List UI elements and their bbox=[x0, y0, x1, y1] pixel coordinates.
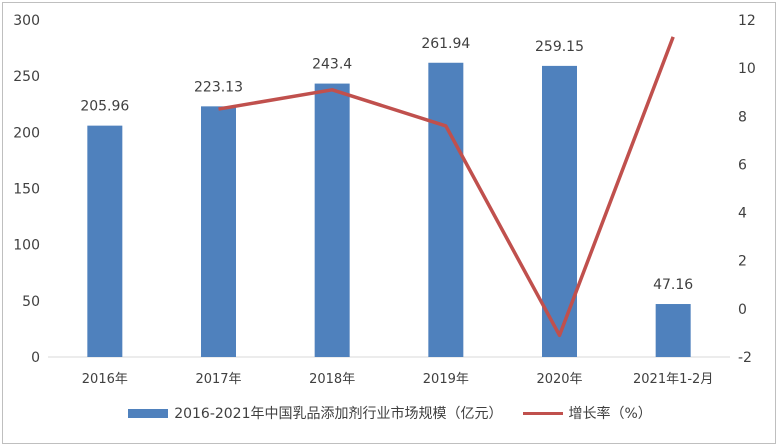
x-category-label: 2021年1-2月 bbox=[633, 372, 713, 387]
y-left-tick-label: 200 bbox=[13, 125, 40, 141]
y-right-tick-label: 0 bbox=[738, 302, 747, 318]
y-right-tick-label: 10 bbox=[738, 61, 756, 77]
bar-data-label: 205.96 bbox=[80, 99, 129, 115]
legend: 2016-2021年中国乳品添加剂行业市场规模（亿元） 增长率（%） bbox=[0, 402, 780, 424]
bar-data-label: 223.13 bbox=[194, 79, 243, 95]
bar bbox=[655, 304, 691, 357]
y-right-tick-label: -2 bbox=[738, 350, 752, 366]
legend-bar-swatch bbox=[128, 408, 169, 418]
y-left-tick-label: 0 bbox=[31, 350, 40, 366]
bar bbox=[87, 125, 123, 357]
legend-item-bar: 2016-2021年中国乳品添加剂行业市场规模（亿元） bbox=[128, 403, 503, 423]
legend-line-swatch bbox=[522, 411, 563, 415]
legend-item-line: 增长率（%） bbox=[522, 403, 652, 423]
y-left-tick-label: 250 bbox=[13, 69, 40, 85]
y-left-tick-label: 100 bbox=[13, 238, 40, 254]
y-right-tick-label: 2 bbox=[738, 254, 747, 270]
x-category-label: 2019年 bbox=[423, 372, 469, 387]
y-right-tick-label: 4 bbox=[738, 206, 747, 222]
x-category-label: 2017年 bbox=[195, 372, 241, 387]
y-left-tick-label: 150 bbox=[13, 182, 40, 198]
bar-data-label: 243.4 bbox=[312, 57, 352, 73]
bar bbox=[201, 106, 236, 357]
y-left-tick-label: 50 bbox=[22, 294, 40, 310]
legend-line-label: 增长率（%） bbox=[568, 406, 652, 422]
y-right-tick-label: 8 bbox=[738, 109, 747, 125]
chart-frame bbox=[2, 2, 776, 444]
y-right-tick-label: 6 bbox=[738, 157, 747, 173]
bar bbox=[314, 83, 350, 358]
x-category-label: 2016年 bbox=[82, 372, 128, 387]
bar-data-label: 47.16 bbox=[653, 277, 693, 293]
x-category-label: 2020年 bbox=[536, 372, 582, 387]
y-left-tick-label: 300 bbox=[13, 13, 40, 29]
bar bbox=[428, 62, 464, 358]
legend-bar-label: 2016-2021年中国乳品添加剂行业市场规模（亿元） bbox=[174, 406, 503, 422]
bar-data-label: 259.15 bbox=[535, 39, 584, 55]
x-category-label: 2018年 bbox=[309, 372, 355, 387]
growth-rate-line bbox=[218, 36, 675, 338]
bar-data-label: 261.94 bbox=[421, 36, 470, 52]
y-right-tick-label: 12 bbox=[738, 13, 756, 29]
